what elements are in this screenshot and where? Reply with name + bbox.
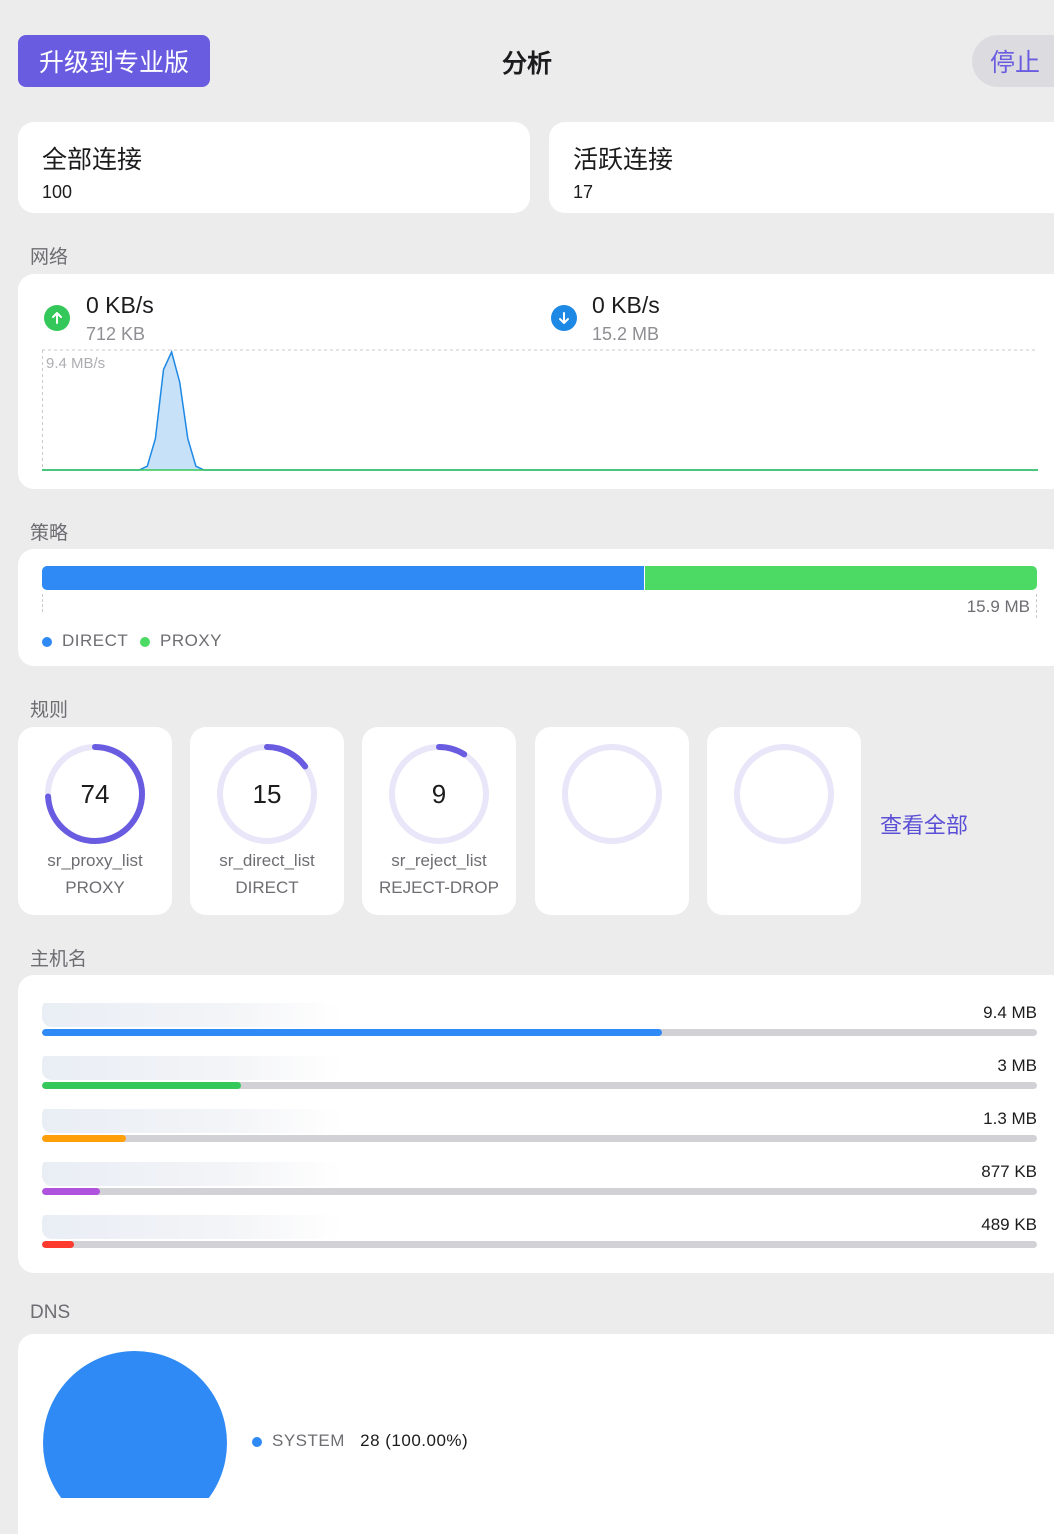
host-name — [42, 1056, 372, 1080]
legend-dot-direct — [42, 636, 52, 647]
rule-ring — [217, 744, 317, 844]
host-traffic-track — [42, 1082, 1037, 1089]
rule-name: sr_reject_list — [391, 851, 487, 870]
legend-direct: DIRECT — [42, 631, 128, 651]
host-name-redaction — [42, 1109, 342, 1133]
chart-ymax-label: 9.4 MB/s — [46, 355, 105, 372]
hosts-section-label: 主机名 — [30, 949, 88, 970]
upload-total: 712 KB — [86, 324, 146, 344]
rule-count: 74 — [80, 779, 110, 809]
rule-ring — [45, 744, 145, 844]
host-row[interactable]: 489 KB — [42, 1215, 1037, 1255]
policy-total: 15.9 MB — [966, 597, 1030, 616]
host-traffic-track — [42, 1188, 1037, 1195]
rule-ring-arc — [45, 744, 145, 844]
rule-count: 9 — [431, 779, 447, 809]
arrow-up-icon — [44, 305, 70, 331]
host-name-redaction — [42, 1162, 342, 1186]
legend-dot-system — [252, 1436, 262, 1447]
rule-name: sr_direct_list — [219, 851, 315, 870]
policy-axis-left — [42, 594, 43, 612]
network-section-label: 网络 — [30, 247, 69, 268]
host-traffic-fill — [42, 1241, 74, 1248]
rule-ring-arc — [217, 744, 317, 844]
host-row[interactable]: 3 MB — [42, 1056, 1037, 1096]
rule-name: sr_proxy_list — [47, 851, 143, 870]
policy-segment-proxy — [644, 566, 1037, 590]
active-connections-value: 17 — [573, 182, 594, 202]
active-connections-label: 活跃连接 — [573, 146, 674, 174]
host-traffic-track — [42, 1241, 1037, 1248]
rule-card-proxy[interactable]: 74 sr_proxy_list PROXY — [18, 727, 172, 915]
host-row[interactable]: 9.4 MB — [42, 1003, 1037, 1043]
rule-ring — [734, 744, 834, 844]
host-traffic-fill — [42, 1082, 241, 1089]
host-traffic-fill — [42, 1135, 126, 1142]
rule-policy: REJECT-DROP — [379, 878, 499, 897]
legend-dot-proxy — [140, 636, 150, 647]
download-total: 15.2 MB — [592, 324, 660, 344]
chart-series-line-0 — [42, 349, 1038, 471]
upload-speed: 0 KB/s — [86, 292, 154, 318]
dns-card: SYSTEM 28 (100.00%) — [18, 1334, 1054, 1534]
dns-pie-chart — [43, 1351, 227, 1498]
host-name — [42, 1215, 372, 1239]
host-name — [42, 1162, 372, 1186]
policy-section-label: 策略 — [30, 523, 69, 544]
rule-ring — [389, 744, 489, 844]
host-traffic-track — [42, 1029, 1037, 1036]
view-all-rules-link[interactable]: 查看全部 — [880, 813, 969, 838]
host-name-redaction — [42, 1215, 342, 1239]
all-connections-value: 100 — [42, 182, 73, 202]
rule-count: 15 — [252, 779, 282, 809]
rule-card-direct[interactable]: 15 sr_direct_list DIRECT — [190, 727, 344, 915]
host-traffic-value: 877 KB — [981, 1162, 1037, 1181]
host-name — [42, 1003, 372, 1027]
dns-pie-slice-system — [43, 1351, 227, 1498]
host-name-redaction — [42, 1056, 342, 1080]
host-row[interactable]: 877 KB — [42, 1162, 1037, 1202]
policy-segment-direct — [42, 566, 644, 590]
host-traffic-value: 1.3 MB — [983, 1109, 1037, 1128]
policy-bar — [42, 566, 1037, 590]
upgrade-button[interactable]: 升级到专业版 — [18, 35, 210, 87]
dns-section-label: DNS — [30, 1302, 71, 1323]
page-title: 分析 — [501, 50, 552, 78]
download-speed: 0 KB/s — [592, 292, 660, 318]
dns-legend-system: SYSTEM 28 (100.00%) — [252, 1431, 468, 1451]
host-traffic-track — [42, 1135, 1037, 1142]
rule-policy: DIRECT — [235, 878, 299, 897]
rules-section-label: 规则 — [30, 700, 69, 721]
policy-axis-right — [1036, 594, 1037, 618]
arrow-down-icon — [551, 305, 577, 331]
all-connections-card[interactable]: 全部连接 100 — [18, 122, 530, 213]
all-connections-label: 全部连接 — [42, 146, 143, 174]
host-traffic-value: 489 KB — [981, 1215, 1037, 1234]
rule-card-reject[interactable]: 9 sr_reject_list REJECT-DROP — [362, 727, 516, 915]
network-traffic-chart: 9.4 MB/s — [42, 349, 1038, 471]
rule-ring-arc — [389, 744, 489, 844]
host-traffic-fill — [42, 1188, 100, 1195]
rule-card-empty — [535, 727, 689, 915]
host-traffic-value: 9.4 MB — [983, 1003, 1037, 1022]
host-traffic-value: 3 MB — [997, 1056, 1037, 1075]
stop-button[interactable]: 停止 — [972, 35, 1054, 87]
host-traffic-fill — [42, 1029, 662, 1036]
active-connections-card[interactable]: 活跃连接 17 — [549, 122, 1054, 213]
policy-card: 15.9 MB DIRECT PROXY — [18, 549, 1054, 666]
host-row[interactable]: 1.3 MB — [42, 1109, 1037, 1149]
host-name — [42, 1109, 372, 1133]
host-name-redaction — [42, 1003, 342, 1027]
rule-card-empty — [707, 727, 861, 915]
legend-proxy: PROXY — [140, 631, 222, 651]
rule-ring — [562, 744, 662, 844]
rule-policy: PROXY — [65, 878, 125, 897]
network-card: 0 KB/s 712 KB 0 KB/s 15.2 MB 9.4 MB/s — [18, 274, 1054, 489]
